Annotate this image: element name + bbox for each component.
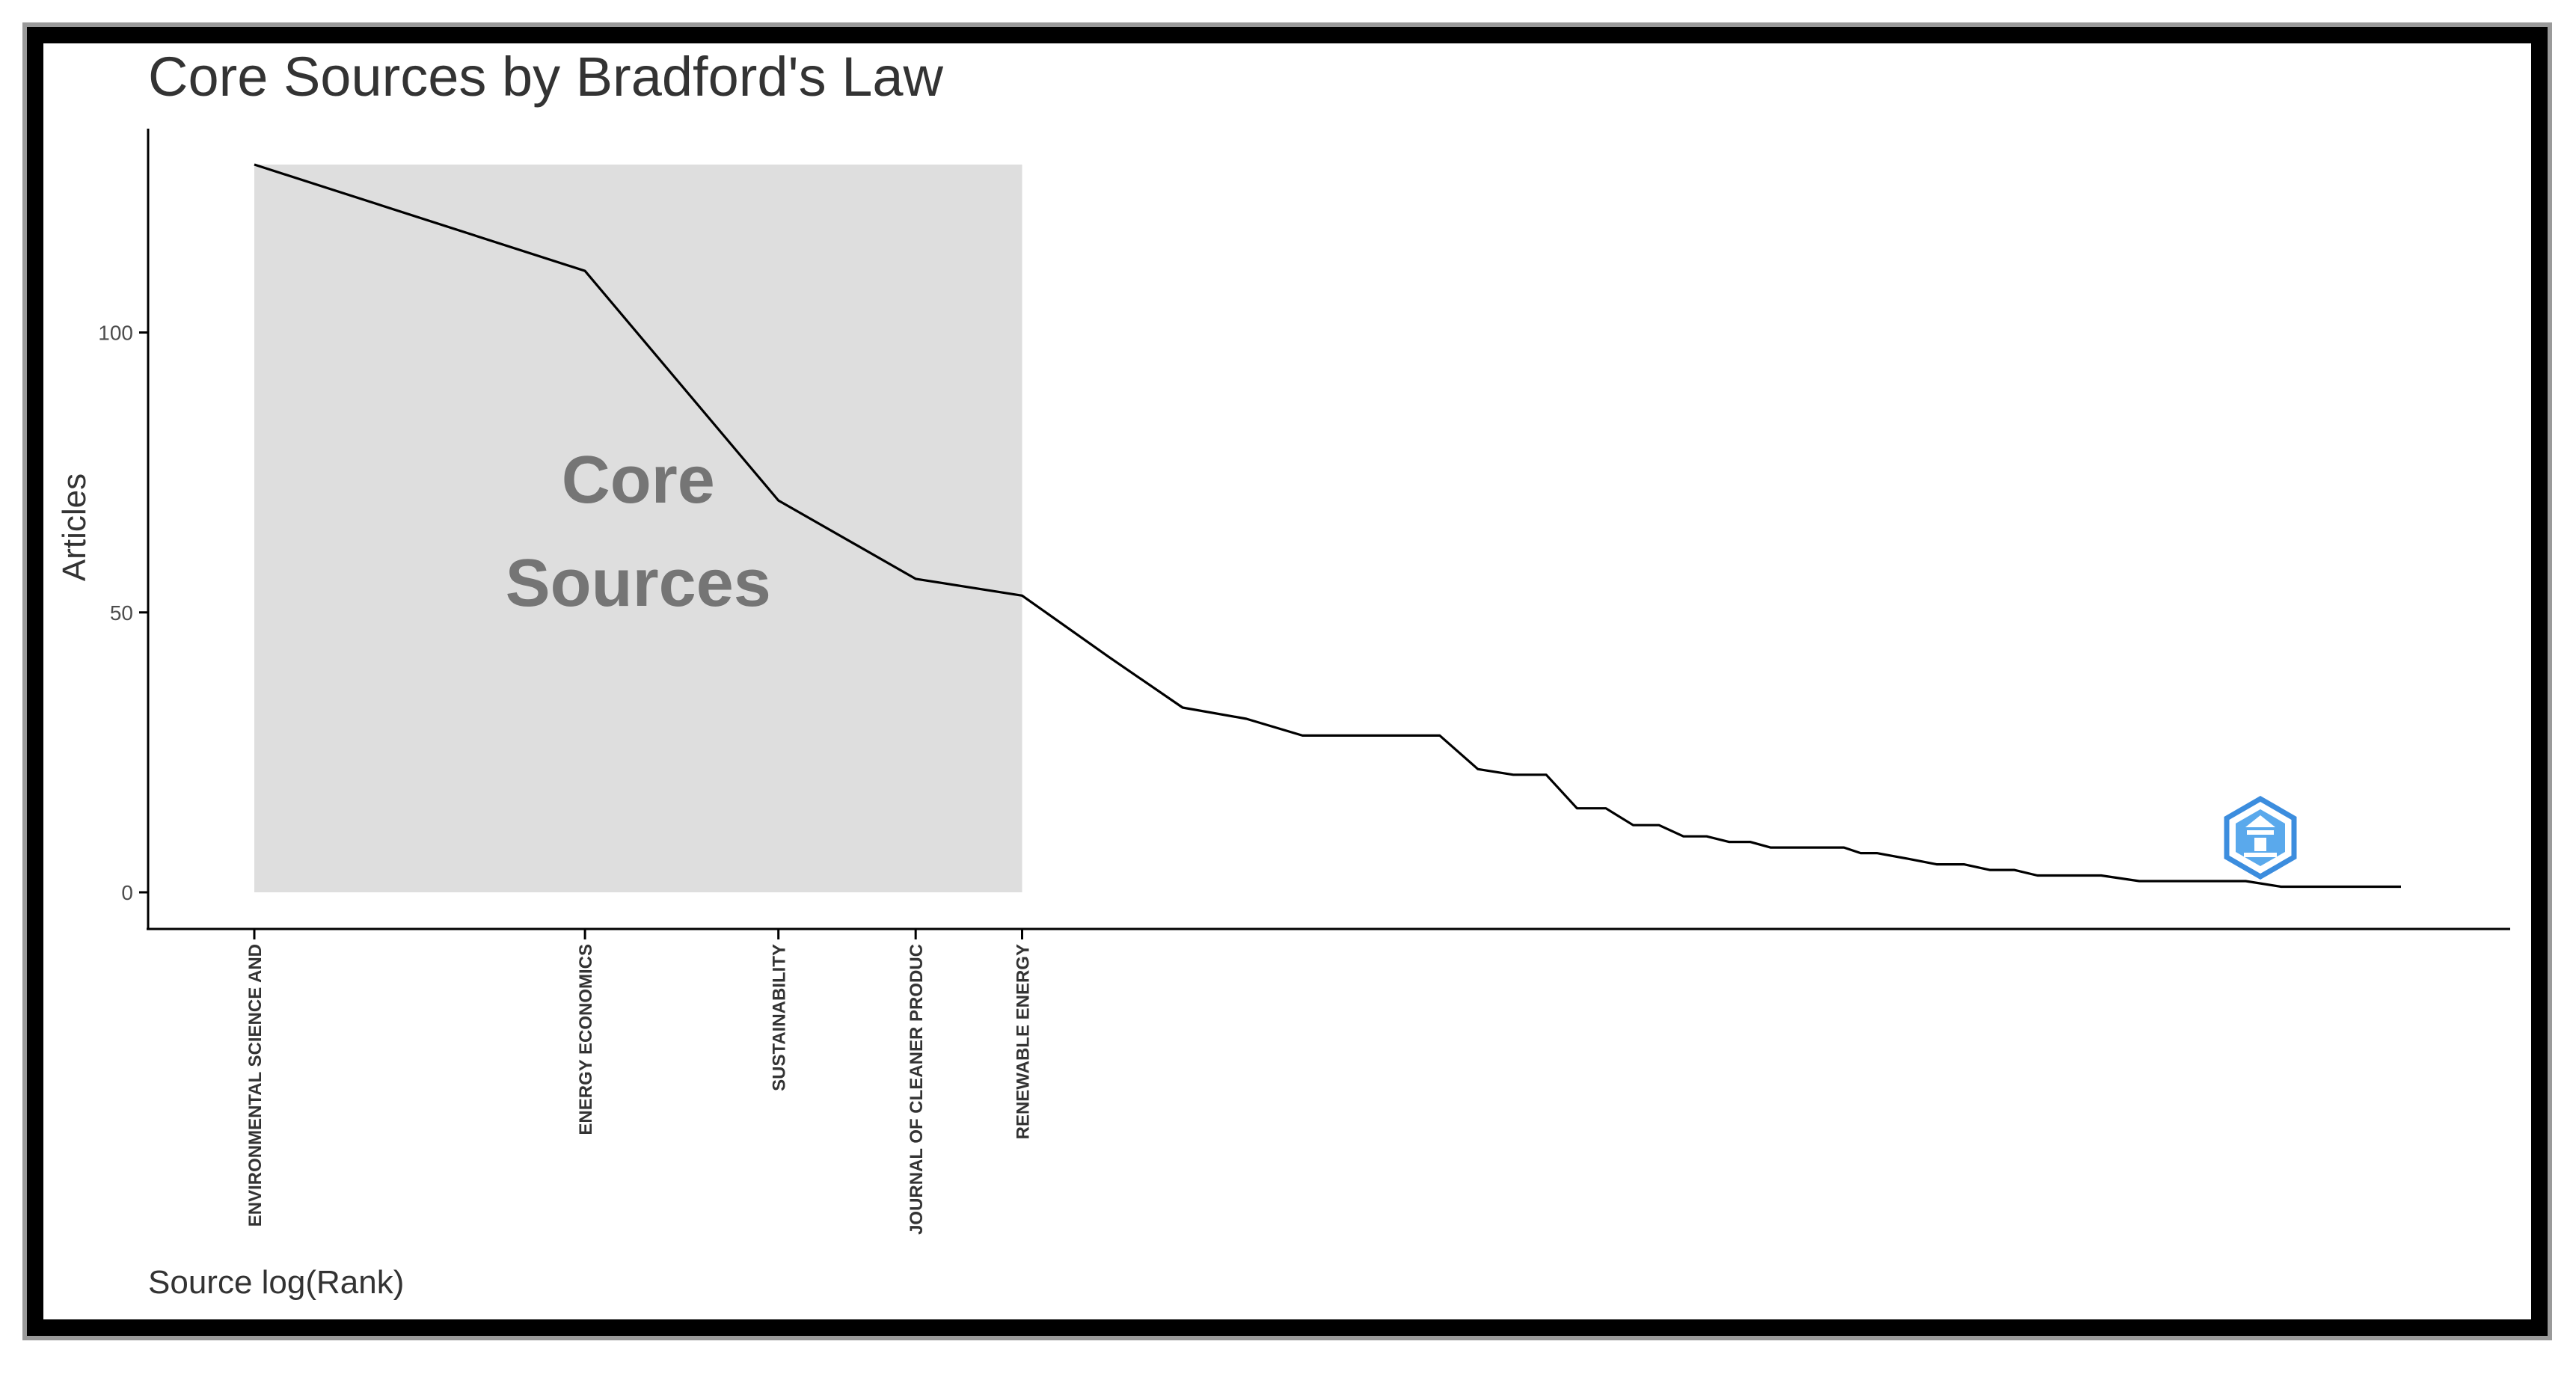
y-tick-label: 100 bbox=[98, 322, 133, 345]
x-tick-label: SUSTAINABILITY bbox=[770, 944, 790, 1091]
x-tick-label: ENVIRONMENTAL SCIENCE AND bbox=[245, 944, 266, 1227]
x-tick-label: ENERGY ECONOMICS bbox=[576, 944, 596, 1135]
y-tick-label: 0 bbox=[121, 881, 133, 904]
articles-series-line bbox=[254, 163, 2401, 889]
x-tick-label: JOURNAL OF CLEANER PRODUC bbox=[907, 944, 927, 1235]
y-tick-label: 50 bbox=[110, 601, 133, 625]
core-sources-zone bbox=[254, 165, 1022, 892]
core-sources-label-line: Core bbox=[562, 443, 715, 518]
core-sources-label-line: Sources bbox=[506, 546, 771, 621]
hexagon-logo-icon bbox=[2224, 795, 2297, 880]
x-axis-label: Source log(Rank) bbox=[148, 1264, 405, 1301]
chart-title: Core Sources by Bradford's Law bbox=[148, 46, 943, 108]
x-tick-label: RENEWABLE ENERGY bbox=[1013, 944, 1034, 1139]
